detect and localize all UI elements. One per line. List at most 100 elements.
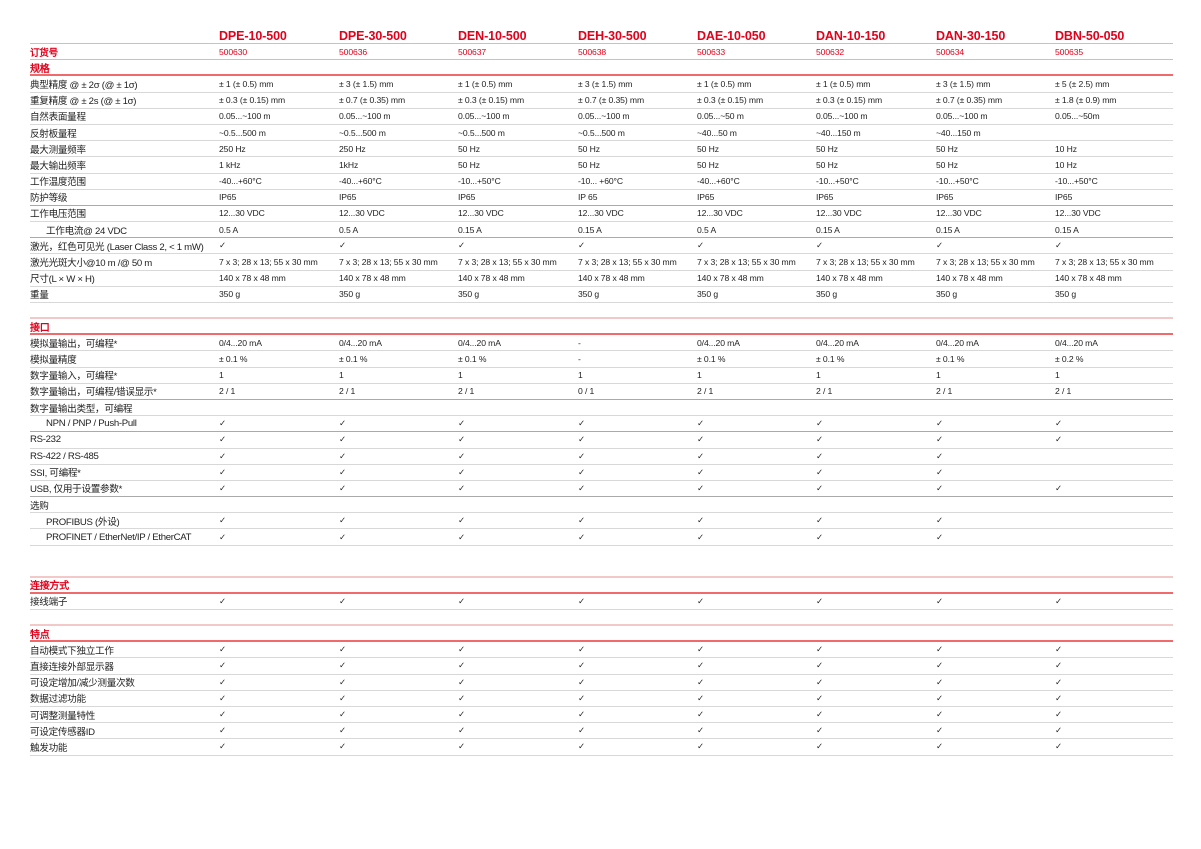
table-cell: 50 Hz (936, 143, 958, 154)
table-cell: 12...30 VDC (936, 208, 982, 219)
table-row: SSI, 可编程* ✓ ✓ ✓ ✓ ✓ ✓ ✓ (30, 465, 1173, 481)
check-icon: ✓ (697, 709, 705, 720)
table-cell: 140 x 78 x 48 mm (697, 273, 764, 284)
table-cell: ± 0.1 % (458, 353, 487, 364)
check-icon: ✓ (339, 434, 347, 445)
check-icon: ✓ (219, 676, 227, 687)
spec-table: DPE-10-500 DPE-30-500 DEN-10-500 DEH-30-500… (30, 28, 1173, 756)
table-cell: ± 0.3 (± 0.15) mm (816, 95, 882, 106)
table-cell: ± 0.7 (± 0.35) mm (936, 95, 1002, 106)
table-cell: 0.05...~50m (1055, 111, 1100, 122)
table-cell: 0.05...~100 m (578, 111, 630, 122)
table-cell: ± 0.3 (± 0.15) mm (697, 95, 763, 106)
check-icon: ✓ (578, 531, 586, 542)
row-label: 模拟量输出，可编程* (30, 338, 118, 350)
table-row: 直接连接外部显示器 ✓ ✓ ✓ ✓ ✓ ✓ ✓ ✓ (30, 658, 1173, 675)
row-label: 激光光斑大小@10 m /@ 50 m (30, 258, 152, 270)
table-cell: ~0.5...500 m (578, 127, 625, 138)
table-cell: 0.05...~50 m (697, 111, 744, 122)
table-row: RS-232 ✓ ✓ ✓ ✓ ✓ ✓ ✓ ✓ (30, 432, 1173, 449)
table-cell: 7 x 3; 28 x 13; 55 x 30 mm (936, 257, 1035, 268)
check-icon: ✓ (578, 692, 586, 703)
row-label: 接线端子 (30, 597, 68, 609)
table-cell: 10 Hz (1055, 143, 1077, 154)
check-icon: ✓ (219, 644, 227, 655)
table-cell: 2 / 1 (1055, 386, 1072, 397)
table-cell: IP65 (219, 192, 237, 203)
check-icon: ✓ (458, 434, 466, 445)
table-cell: 7 x 3; 28 x 13; 55 x 30 mm (1055, 257, 1154, 268)
table-cell: IP65 (936, 192, 954, 203)
table-cell: 7 x 3; 28 x 13; 55 x 30 mm (816, 257, 915, 268)
row-label: 可调整测量特性 (30, 710, 96, 722)
table-cell: 50 Hz (697, 159, 719, 170)
table-cell: ± 3 (± 1.5) mm (936, 78, 991, 89)
model-name: DPE-10-500 (219, 28, 287, 43)
check-icon: ✓ (1055, 692, 1063, 703)
table-cell: 1 (219, 370, 224, 381)
table-cell: 2 / 1 (339, 386, 356, 397)
table-row: 可设定增加/减少测量次数 ✓ ✓ ✓ ✓ ✓ ✓ ✓ ✓ (30, 675, 1173, 691)
table-cell: - (578, 353, 581, 364)
table-cell: 0.05...~100 m (339, 111, 391, 122)
table-cell: 1 (339, 370, 344, 381)
order-number: 500638 (578, 46, 607, 57)
check-icon: ✓ (578, 709, 586, 720)
check-icon: ✓ (578, 515, 586, 526)
table-row: 反射板量程 ~0.5...500 m ~0.5...500 m ~0.5...5… (30, 125, 1173, 142)
table-row: NPN / PNP / Push-Pull ✓ ✓ ✓ ✓ ✓ ✓ ✓ ✓ (30, 416, 1173, 433)
check-icon: ✓ (936, 450, 944, 461)
table-cell: 0/4...20 mA (339, 337, 382, 348)
check-icon: ✓ (219, 515, 227, 526)
check-icon: ✓ (219, 418, 227, 429)
table-cell: 7 x 3; 28 x 13; 55 x 30 mm (458, 257, 557, 268)
table-cell: ± 1 (± 0.5) mm (697, 78, 752, 89)
check-icon: ✓ (697, 450, 705, 461)
check-icon: ✓ (816, 644, 824, 655)
table-cell: 0.15 A (1055, 224, 1079, 235)
check-icon: ✓ (936, 434, 944, 445)
model-name: DAN-10-150 (816, 28, 886, 43)
check-icon: ✓ (458, 466, 466, 477)
check-icon: ✓ (458, 482, 466, 493)
table-cell: ~40...50 m (697, 127, 737, 138)
row-label: 数字量输出类型，可编程 (30, 403, 133, 415)
order-number: 500635 (1055, 46, 1084, 57)
check-icon: ✓ (458, 725, 466, 736)
check-icon: ✓ (936, 660, 944, 671)
row-label: 自然表面量程 (30, 112, 86, 124)
check-icon: ✓ (936, 515, 944, 526)
table-cell: 1kHz (339, 159, 359, 170)
table-row: RS-422 / RS-485 ✓ ✓ ✓ ✓ ✓ ✓ ✓ (30, 449, 1173, 465)
check-icon: ✓ (936, 725, 944, 736)
check-icon: ✓ (219, 692, 227, 703)
row-label: PROFIBUS (外设) (46, 516, 120, 528)
table-cell: 350 g (816, 289, 838, 300)
table-cell: ± 0.1 % (816, 353, 845, 364)
model-header-row: DPE-10-500 DPE-30-500 DEN-10-500 DEH-30-500… (30, 28, 1173, 44)
table-cell: IP65 (697, 192, 715, 203)
check-icon: ✓ (697, 531, 705, 542)
table-cell: 50 Hz (458, 143, 480, 154)
check-icon: ✓ (697, 434, 705, 445)
table-cell: 0.15 A (936, 224, 960, 235)
table-row: 最大输出频率 1 kHz 1kHz 50 Hz 50 Hz 50 Hz 50 Hz 50 Hz… (30, 157, 1173, 174)
table-cell: ± 0.1 % (339, 353, 368, 364)
check-icon: ✓ (219, 240, 227, 251)
table-cell: 1 (697, 370, 702, 381)
row-label: 重量 (30, 290, 49, 302)
check-icon: ✓ (1055, 240, 1063, 251)
row-label: NPN / PNP / Push-Pull (46, 418, 137, 430)
table-cell: 12...30 VDC (816, 208, 862, 219)
check-icon: ✓ (578, 644, 586, 655)
table-row: 接线端子 ✓ ✓ ✓ ✓ ✓ ✓ ✓ ✓ (30, 594, 1173, 610)
check-icon: ✓ (697, 466, 705, 477)
check-icon: ✓ (936, 741, 944, 752)
check-icon: ✓ (339, 644, 347, 655)
row-label: 可设定增加/减少测量次数 (30, 678, 135, 690)
check-icon: ✓ (458, 660, 466, 671)
table-row: 防护等级 IP65 IP65 IP65 IP 65 IP65 IP65 IP65 IP65 (30, 190, 1173, 206)
model-name: DAN-30-150 (936, 28, 1006, 43)
row-label: 模拟量精度 (30, 354, 77, 366)
check-icon: ✓ (339, 725, 347, 736)
